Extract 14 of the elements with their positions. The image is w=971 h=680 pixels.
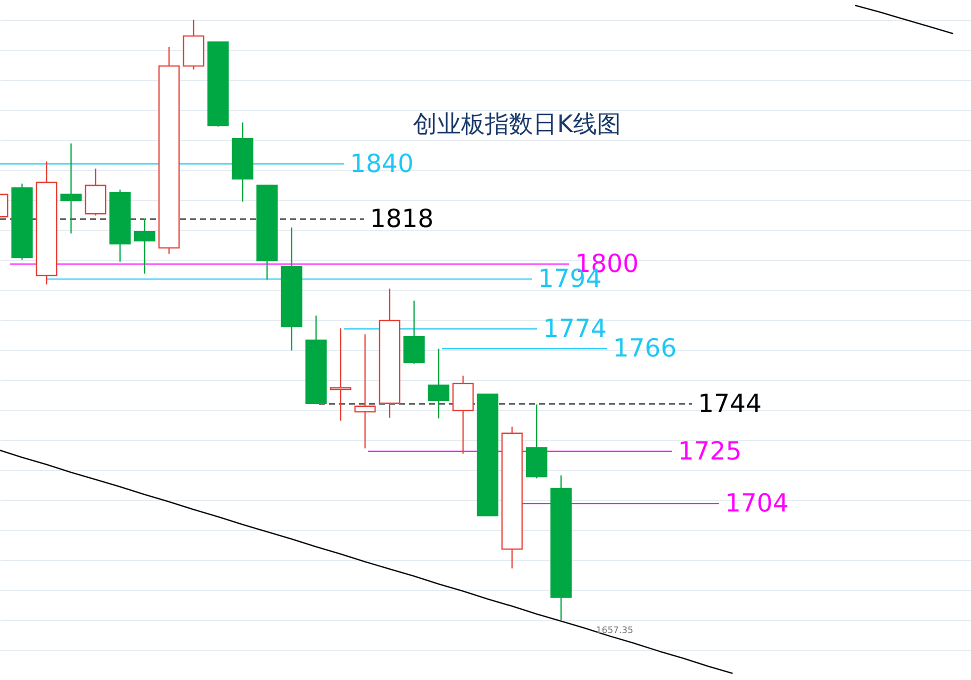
annotation: 1725 [678, 436, 742, 466]
annotation: 1840 [350, 148, 414, 178]
candlestick [354, 334, 376, 449]
candlestick [134, 218, 156, 274]
annotation: 1818 [370, 204, 434, 234]
candlestick [60, 142, 82, 234]
text: 1657.35 [596, 626, 634, 636]
annotation: 1704 [725, 488, 789, 518]
annotation: 1774 [543, 314, 607, 343]
candlestick [330, 328, 352, 422]
annotation: 1744 [698, 388, 762, 418]
annotation: 1766 [613, 334, 677, 363]
candlestick [428, 348, 450, 419]
text: 创业板指数日K线图 [413, 110, 621, 138]
